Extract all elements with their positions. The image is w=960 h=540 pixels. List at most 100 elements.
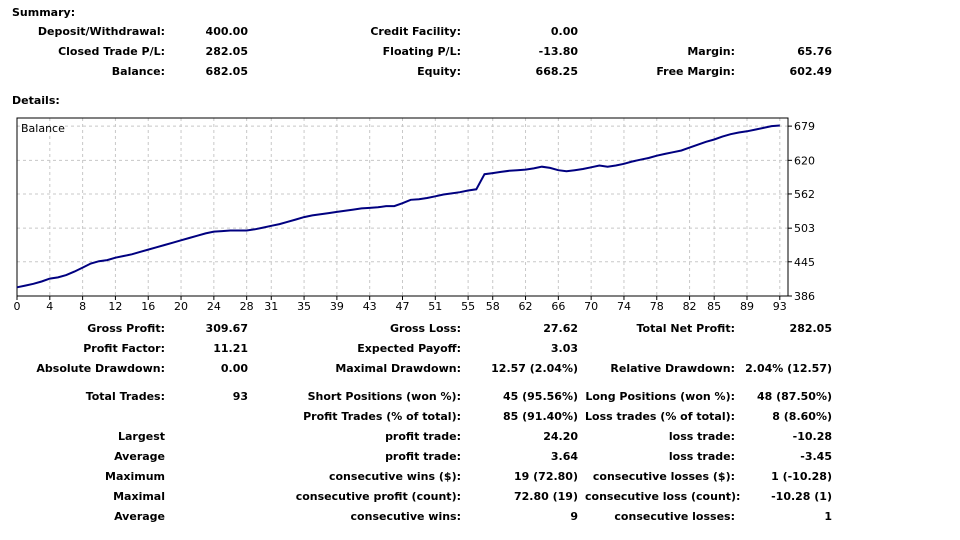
stat-value: 1 (-10.28): [771, 470, 832, 483]
details-row: Maximum consecutive wins ($): 19 (72.80) co…: [0, 469, 960, 485]
stat-label: Relative Drawdown:: [610, 362, 735, 375]
stat-label: Loss trades (% of total):: [585, 410, 736, 423]
details-title: Details:: [12, 94, 60, 107]
stat-value: 3.64: [550, 450, 578, 463]
stat-value: 2.04% (12.57): [745, 362, 832, 375]
stat-value: 1: [824, 510, 832, 523]
stat-label: Deposit/Withdrawal:: [37, 25, 165, 38]
stat-label: Gross Profit:: [87, 322, 165, 335]
stat-label: consecutive loss (count):: [585, 490, 741, 503]
x-tick-label: 70: [584, 300, 598, 313]
x-tick-label: 85: [707, 300, 721, 313]
stat-value: 19 (72.80): [514, 470, 578, 483]
x-tick-label: 93: [773, 300, 787, 313]
summary-title: Summary:: [12, 6, 76, 19]
stat-label: Short Positions (won %):: [307, 390, 461, 403]
x-tick-label: 39: [330, 300, 344, 313]
chart-legend-label: Balance: [21, 122, 65, 135]
y-tick-label: 386: [794, 290, 815, 303]
stat-label: loss trade:: [668, 430, 735, 443]
stat-value: 9: [570, 510, 578, 523]
stat-label: Credit Facility:: [370, 25, 461, 38]
stat-label: Maximal Drawdown:: [335, 362, 461, 375]
x-tick-label: 89: [740, 300, 754, 313]
stat-value: 400.00: [205, 25, 248, 38]
stat-value: -13.80: [538, 45, 578, 58]
stat-label: Maximum: [105, 470, 165, 483]
stat-label: Floating P/L:: [382, 45, 461, 58]
stat-value: 11.21: [213, 342, 248, 355]
stat-label: Closed Trade P/L:: [58, 45, 165, 58]
stat-value: 12.57 (2.04%): [491, 362, 578, 375]
stat-value: 3.03: [550, 342, 578, 355]
details-row: Profit Trades (% of total): 85 (91.40%) Lo…: [0, 409, 960, 425]
x-tick-label: 55: [461, 300, 475, 313]
stat-label: Total Trades:: [85, 390, 165, 403]
stat-label: profit trade:: [385, 450, 461, 463]
stat-value: 309.67: [205, 322, 248, 335]
stat-label: consecutive losses:: [614, 510, 735, 523]
stat-value: 8 (8.60%): [772, 410, 832, 423]
stat-label: consecutive wins ($):: [328, 470, 461, 483]
stat-value: 27.62: [543, 322, 578, 335]
x-tick-label: 8: [79, 300, 86, 313]
stat-label: loss trade:: [668, 450, 735, 463]
details-row: Maximal consecutive profit (count): 72.80 …: [0, 489, 960, 505]
x-tick-label: 31: [264, 300, 278, 313]
stat-value: 85 (91.40%): [502, 410, 578, 423]
x-tick-label: 47: [396, 300, 410, 313]
y-tick-label: 620: [794, 154, 815, 167]
stat-label: Total Net Profit:: [636, 322, 736, 335]
stat-label: Profit Trades (% of total):: [303, 410, 461, 423]
details-row: Average profit trade: 3.64 loss trade: -3.45: [0, 449, 960, 465]
stat-value: 93: [232, 390, 248, 403]
x-tick-label: 43: [363, 300, 377, 313]
stat-value: -3.45: [800, 450, 832, 463]
stat-value: 602.49: [789, 65, 832, 78]
stat-label: Balance:: [111, 65, 165, 78]
details-row: Largest profit trade: 24.20 loss trade: -10.…: [0, 429, 960, 445]
details-row: Profit Factor: 11.21 Expected Payoff: 3.03: [0, 341, 960, 357]
stat-value: 0.00: [550, 25, 578, 38]
y-tick-label: 445: [794, 256, 815, 269]
summary-row: Balance: 682.05 Equity: 668.25 Free Margin: 6…: [0, 64, 960, 80]
details-row: Gross Profit: 309.67 Gross Loss: 27.62 Total…: [0, 321, 960, 337]
stat-label: consecutive losses ($):: [592, 470, 735, 483]
x-tick-label: 35: [297, 300, 311, 313]
stat-label: Average: [114, 510, 165, 523]
stat-value: 45 (95.56%): [502, 390, 578, 403]
x-tick-label: 24: [207, 300, 221, 313]
stat-label: Absolute Drawdown:: [36, 362, 165, 375]
x-tick-label: 16: [141, 300, 155, 313]
stat-label: Equity:: [417, 65, 461, 78]
stat-value: 24.20: [543, 430, 578, 443]
stat-value: -10.28 (1): [771, 490, 832, 503]
stat-label: Largest: [118, 430, 165, 443]
balance-chart: Balance 0 4 8 12 16 20 24 28 31 35 39 43 47 51 55 58 62 66…: [14, 117, 815, 313]
x-tick-label: 82: [683, 300, 697, 313]
y-tick-label: 679: [794, 120, 815, 133]
plot-area: [17, 118, 788, 296]
x-tick-label: 66: [551, 300, 565, 313]
stat-label: Average: [114, 450, 165, 463]
x-tick-label: 74: [617, 300, 631, 313]
x-tick-label: 0: [14, 300, 21, 313]
x-tick-label: 51: [428, 300, 442, 313]
stat-label: consecutive profit (count):: [295, 490, 461, 503]
y-tick-label: 562: [794, 188, 815, 201]
stat-value: 0.00: [220, 362, 248, 375]
stat-value: 282.05: [205, 45, 248, 58]
stat-label: Profit Factor:: [83, 342, 165, 355]
stat-label: Free Margin:: [656, 65, 735, 78]
stat-value: 48 (87.50%): [756, 390, 832, 403]
summary-row: Closed Trade P/L: 282.05 Floating P/L: -13.…: [0, 44, 960, 60]
stat-label: Margin:: [687, 45, 735, 58]
details-row: Total Trades: 93 Short Positions (won %): 4…: [0, 389, 960, 405]
series-line-balance: [16, 124, 780, 289]
x-tick-label: 28: [240, 300, 254, 313]
stat-value: 668.25: [535, 65, 578, 78]
stat-label: Long Positions (won %):: [585, 390, 735, 403]
stat-label: Gross Loss:: [390, 322, 461, 335]
stat-value: 65.76: [797, 45, 832, 58]
stat-label: consecutive wins:: [350, 510, 461, 523]
